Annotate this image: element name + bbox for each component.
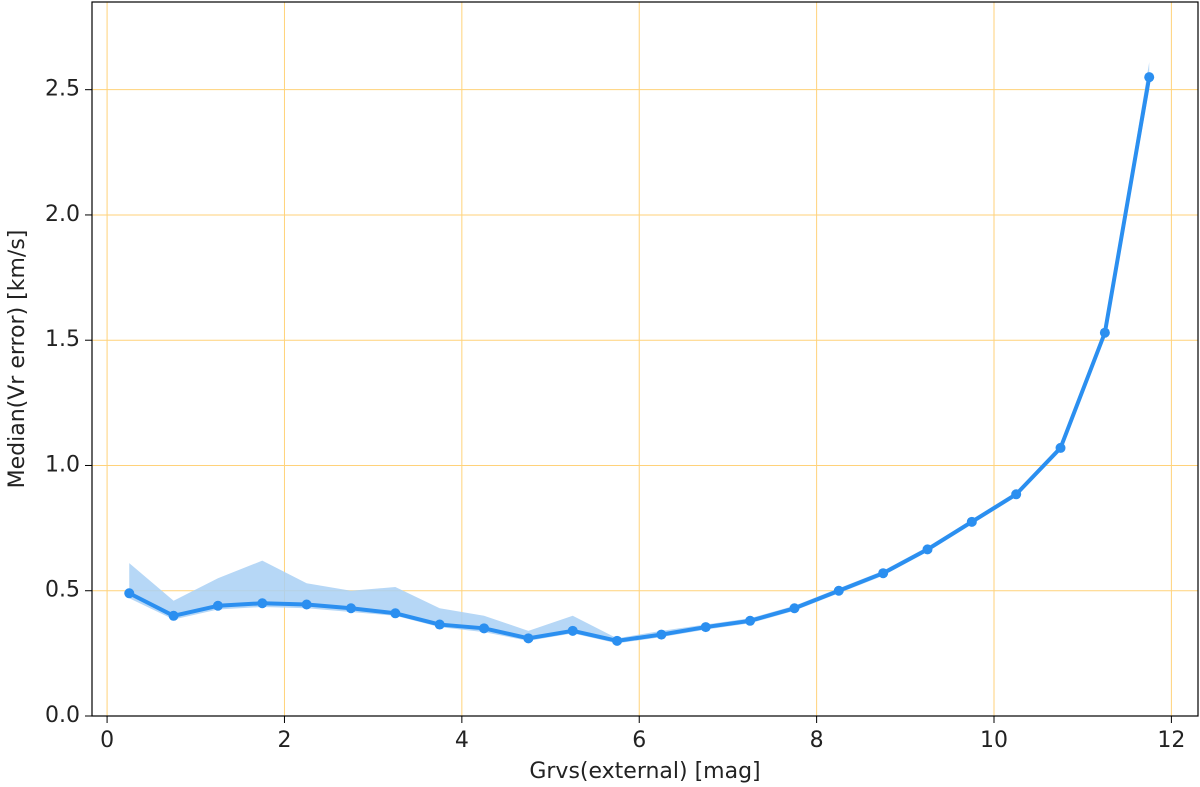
x-tick-label: 12 bbox=[1157, 728, 1185, 753]
point bbox=[612, 635, 623, 646]
point bbox=[1011, 489, 1022, 500]
point bbox=[656, 629, 667, 640]
y-tick-label: 1.5 bbox=[45, 327, 80, 352]
point bbox=[1055, 442, 1066, 453]
point bbox=[390, 608, 401, 619]
point bbox=[567, 625, 578, 636]
y-tick-label: 2.0 bbox=[45, 202, 80, 227]
error-band bbox=[129, 62, 1150, 644]
point bbox=[434, 619, 445, 630]
point bbox=[966, 516, 977, 527]
point bbox=[124, 588, 135, 599]
line bbox=[128, 76, 1152, 643]
x-tick-label: 6 bbox=[632, 728, 646, 753]
point bbox=[1099, 327, 1110, 338]
y-tick-label: 1.0 bbox=[45, 452, 80, 477]
x-tick-label: 8 bbox=[810, 728, 824, 753]
x-axis-label: Grvs(external) [mag] bbox=[529, 759, 760, 784]
y-tick-label: 2.5 bbox=[45, 77, 80, 102]
point bbox=[345, 603, 356, 614]
point bbox=[700, 622, 711, 633]
x-tick-label: 4 bbox=[455, 728, 469, 753]
x-tick-label: 0 bbox=[100, 728, 114, 753]
x-tick-label: 10 bbox=[980, 728, 1008, 753]
point bbox=[257, 598, 268, 609]
y-tick-label: 0.0 bbox=[45, 703, 80, 728]
point bbox=[1144, 72, 1155, 83]
point bbox=[833, 585, 844, 596]
point bbox=[745, 615, 756, 626]
plot-frame bbox=[91, 1, 1199, 717]
y-axis-label: Median(Vr error) [km/s] bbox=[5, 230, 30, 489]
point bbox=[479, 623, 490, 634]
x-tick-label: 2 bbox=[277, 728, 291, 753]
point bbox=[301, 599, 312, 610]
point bbox=[878, 568, 889, 579]
point bbox=[168, 610, 179, 621]
point bbox=[789, 603, 800, 614]
point bbox=[523, 633, 534, 644]
y-tick-label: 0.5 bbox=[45, 578, 80, 603]
point bbox=[212, 600, 223, 611]
point bbox=[922, 544, 933, 555]
